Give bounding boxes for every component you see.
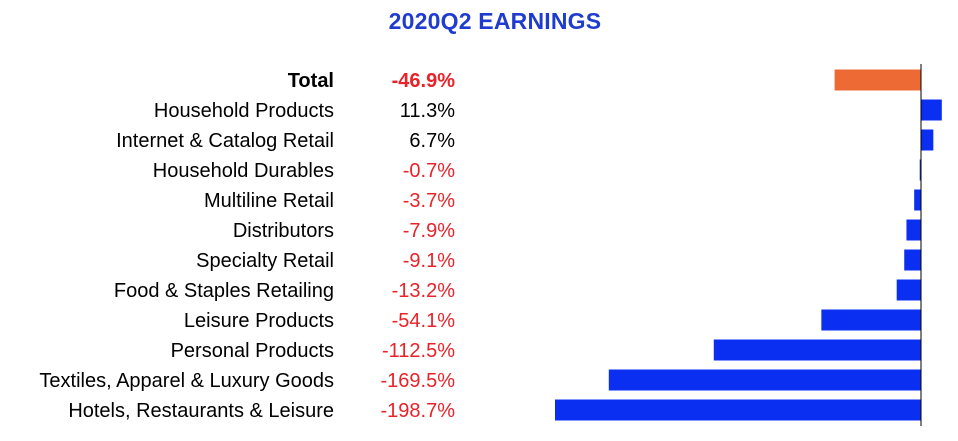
category-label: Total bbox=[288, 70, 334, 92]
category-label: Household Durables bbox=[153, 160, 334, 182]
value-label: -46.9% bbox=[392, 70, 456, 92]
bar bbox=[608, 369, 921, 391]
category-label: Leisure Products bbox=[184, 310, 334, 332]
bar bbox=[914, 189, 921, 211]
bar bbox=[921, 99, 942, 121]
category-label: Multiline Retail bbox=[204, 190, 334, 212]
total-bar bbox=[834, 69, 921, 91]
value-label: -0.7% bbox=[403, 160, 455, 182]
category-label: Distributors bbox=[233, 220, 334, 242]
bar bbox=[919, 159, 921, 181]
category-label: Personal Products bbox=[171, 340, 334, 362]
value-label: 11.3% bbox=[400, 100, 455, 122]
value-label: -9.1% bbox=[403, 250, 455, 272]
category-label: Textiles, Apparel & Luxury Goods bbox=[39, 370, 334, 392]
value-label: -13.2% bbox=[392, 280, 456, 302]
bar bbox=[921, 129, 934, 151]
bar bbox=[896, 279, 921, 301]
bar bbox=[904, 249, 921, 271]
value-label: 6.7% bbox=[409, 130, 455, 152]
category-label: Specialty Retail bbox=[196, 250, 334, 272]
category-label: Internet & Catalog Retail bbox=[116, 130, 334, 152]
value-label: -198.7% bbox=[381, 400, 456, 422]
value-label: -54.1% bbox=[392, 310, 456, 332]
bar bbox=[906, 219, 921, 241]
value-labels: -46.9% 11.3% 6.7% -0.7% -3.7% -7.9% -9.1% -13.2… bbox=[381, 70, 456, 422]
value-label: -3.7% bbox=[403, 190, 455, 212]
bars bbox=[555, 69, 942, 421]
bar bbox=[555, 399, 921, 421]
category-labels: Total Household Products Internet & Catalo… bbox=[39, 70, 334, 422]
value-label: -7.9% bbox=[403, 220, 455, 242]
category-label: Food & Staples Retailing bbox=[114, 280, 334, 302]
category-label: Household Products bbox=[154, 100, 334, 122]
bar bbox=[821, 309, 921, 331]
chart-title: 2020Q2 EARNINGS bbox=[388, 8, 602, 34]
category-label: Hotels, Restaurants & Leisure bbox=[68, 400, 334, 422]
value-label: -169.5% bbox=[381, 370, 456, 392]
value-label: -112.5% bbox=[382, 340, 455, 362]
bar bbox=[713, 339, 921, 361]
